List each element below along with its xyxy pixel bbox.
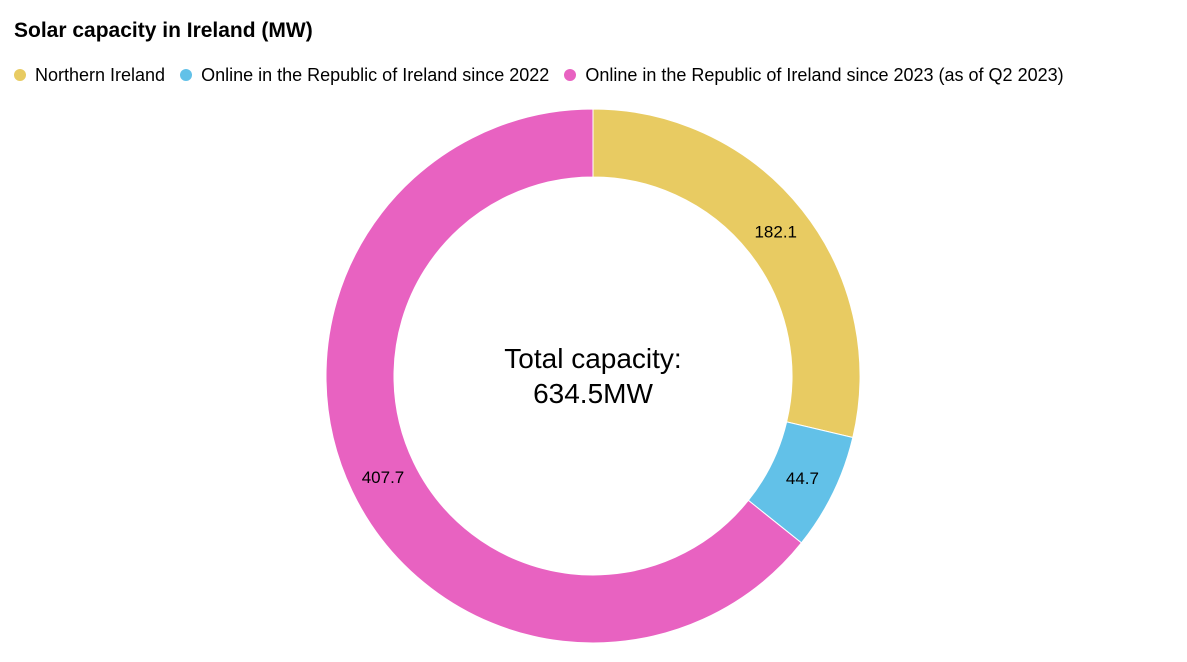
legend-label-roi-2022: Online in the Republic of Ireland since … [201,65,550,85]
legend-swatch-roi-2023 [564,69,577,81]
slice-roi-2023[interactable] [325,108,803,644]
slice-label-roi-2022: 44.7 [786,469,819,488]
legend-item-roi-2022[interactable]: Online in the Republic of Ireland since … [180,62,549,88]
legend-label-roi-2023: Online in the Republic of Ireland since … [585,65,1064,85]
center-label-line1: Total capacity: [504,343,681,374]
slice-label-northern-ireland: 182.1 [754,222,797,241]
chart-title: Solar capacity in Ireland (MW) [14,19,313,42]
legend-swatch-northern-ireland [14,69,26,81]
donut-slices [325,108,861,644]
legend-label-northern-ireland: Northern Ireland [35,65,166,85]
legend-item-northern-ireland[interactable]: Northern Ireland [14,62,165,88]
slice-northern-ireland[interactable] [592,108,861,439]
legend-item-roi-2023[interactable]: Online in the Republic of Ireland since … [564,62,1064,88]
slice-label-roi-2023: 407.7 [362,468,405,487]
donut-slice-labels: 182.1 44.7 407.7 [362,222,819,488]
legend-swatch-roi-2022 [180,69,193,81]
legend: Northern Ireland Online in the Republic … [14,62,1064,88]
center-label-line2: 634.5MW [533,378,653,409]
